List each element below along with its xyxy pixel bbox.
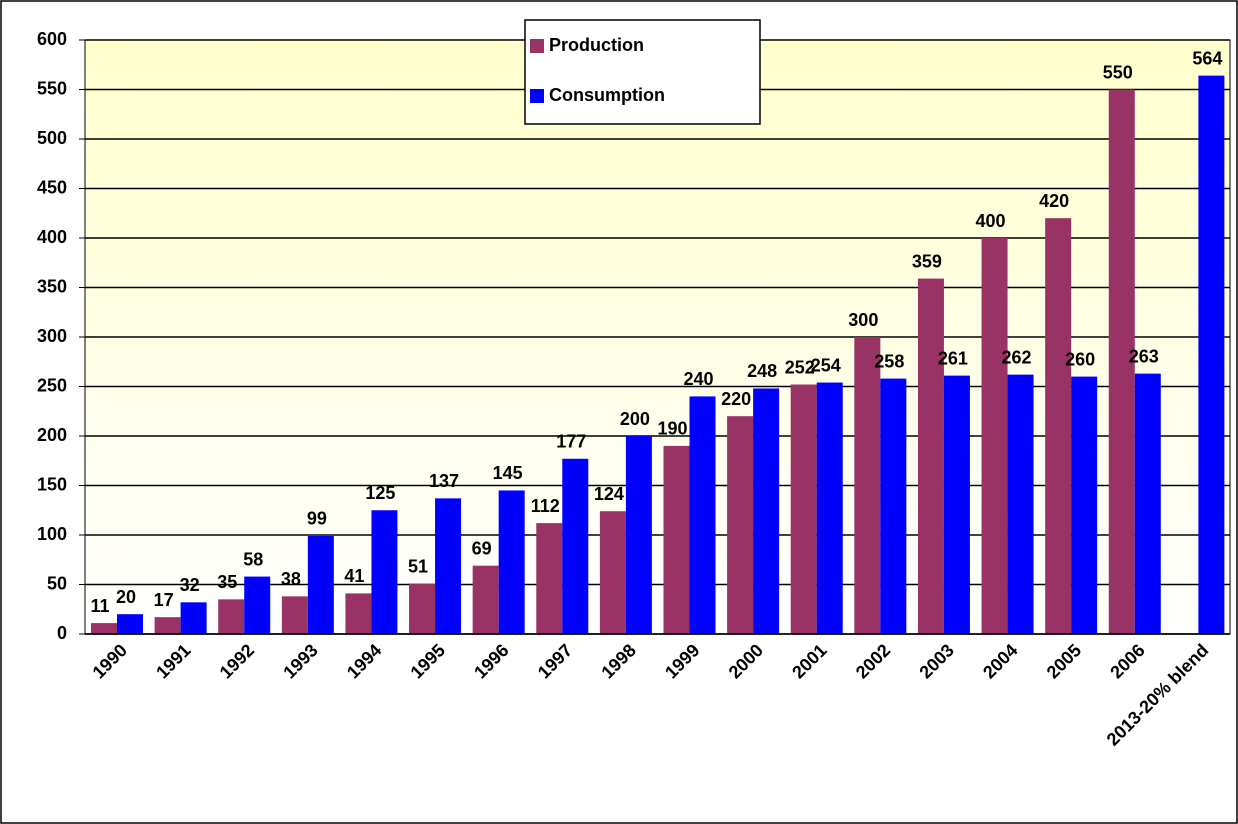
data-label: 17 xyxy=(154,590,174,610)
data-label: 69 xyxy=(472,538,492,558)
bar xyxy=(790,384,817,634)
data-label: 11 xyxy=(90,596,109,616)
data-label: 248 xyxy=(747,361,777,381)
legend-label: Consumption xyxy=(549,85,665,105)
data-label: 124 xyxy=(594,484,624,504)
data-label: 20 xyxy=(116,587,136,607)
bar xyxy=(880,378,907,634)
legend-swatch xyxy=(530,89,544,103)
legend-box xyxy=(524,19,761,125)
bar xyxy=(371,510,398,634)
data-label: 32 xyxy=(180,575,200,595)
data-label: 112 xyxy=(531,496,560,516)
y-tick-label: 350 xyxy=(37,276,67,296)
bar xyxy=(753,388,780,634)
bar xyxy=(1198,75,1225,634)
y-tick-label: 400 xyxy=(37,227,67,247)
bar xyxy=(599,511,626,634)
bar xyxy=(117,614,143,634)
bar xyxy=(727,416,754,634)
y-tick-label: 550 xyxy=(37,78,67,98)
bar xyxy=(663,445,690,634)
data-label: 550 xyxy=(1103,62,1133,82)
y-tick-label: 0 xyxy=(57,623,67,643)
data-label: 177 xyxy=(556,432,586,452)
data-label: 260 xyxy=(1065,349,1095,369)
y-tick-label: 450 xyxy=(37,177,67,197)
bar xyxy=(625,436,652,634)
y-tick-label: 50 xyxy=(47,573,67,593)
data-label: 258 xyxy=(874,351,904,371)
bar xyxy=(816,382,843,634)
y-tick-label: 250 xyxy=(37,375,67,395)
data-label: 252 xyxy=(785,357,815,377)
bar xyxy=(91,623,117,634)
bar xyxy=(1108,89,1135,634)
bar xyxy=(409,583,436,634)
data-label: 51 xyxy=(408,556,428,576)
data-label: 300 xyxy=(848,310,878,330)
bar xyxy=(472,565,499,634)
data-label: 190 xyxy=(657,419,687,439)
data-label: 137 xyxy=(429,471,459,491)
data-label: 240 xyxy=(683,369,713,389)
bar xyxy=(1045,218,1072,634)
data-label: 420 xyxy=(1039,191,1069,211)
bar xyxy=(689,396,716,634)
bar xyxy=(943,375,970,634)
bar xyxy=(562,458,589,634)
bar xyxy=(345,593,372,634)
y-tick-label: 300 xyxy=(37,326,67,346)
bar xyxy=(1007,374,1034,634)
y-tick-label: 200 xyxy=(37,425,67,445)
bar xyxy=(307,535,334,634)
data-label: 200 xyxy=(620,409,650,429)
y-tick-label: 500 xyxy=(37,128,67,148)
data-label: 564 xyxy=(1192,48,1222,68)
y-tick-label: 150 xyxy=(37,474,67,494)
data-label: 41 xyxy=(344,566,364,586)
bar xyxy=(917,278,944,634)
bar xyxy=(498,490,525,634)
data-label: 99 xyxy=(307,509,327,529)
legend-label: Production xyxy=(549,35,644,55)
data-label: 35 xyxy=(217,572,237,592)
data-label: 145 xyxy=(493,463,523,483)
data-label: 261 xyxy=(938,348,968,368)
data-label: 400 xyxy=(976,211,1006,231)
data-label: 58 xyxy=(243,549,263,569)
bar xyxy=(244,576,271,634)
data-label: 220 xyxy=(721,389,751,409)
y-tick-label: 600 xyxy=(37,29,67,49)
bar xyxy=(218,599,245,634)
bar xyxy=(281,596,308,634)
data-label: 262 xyxy=(1002,347,1032,367)
data-label: 125 xyxy=(365,483,395,503)
data-label: 254 xyxy=(811,355,841,375)
bar xyxy=(180,602,207,634)
bar xyxy=(154,617,181,634)
bar xyxy=(854,337,881,634)
bar xyxy=(1071,376,1098,634)
bar xyxy=(981,238,1008,634)
bar xyxy=(435,498,462,634)
data-label: 263 xyxy=(1129,346,1159,366)
data-label: 359 xyxy=(912,251,942,271)
data-label: 38 xyxy=(281,569,301,589)
legend-swatch xyxy=(530,39,544,53)
bar xyxy=(536,523,563,634)
y-tick-label: 100 xyxy=(37,524,67,544)
bar xyxy=(1134,373,1161,634)
